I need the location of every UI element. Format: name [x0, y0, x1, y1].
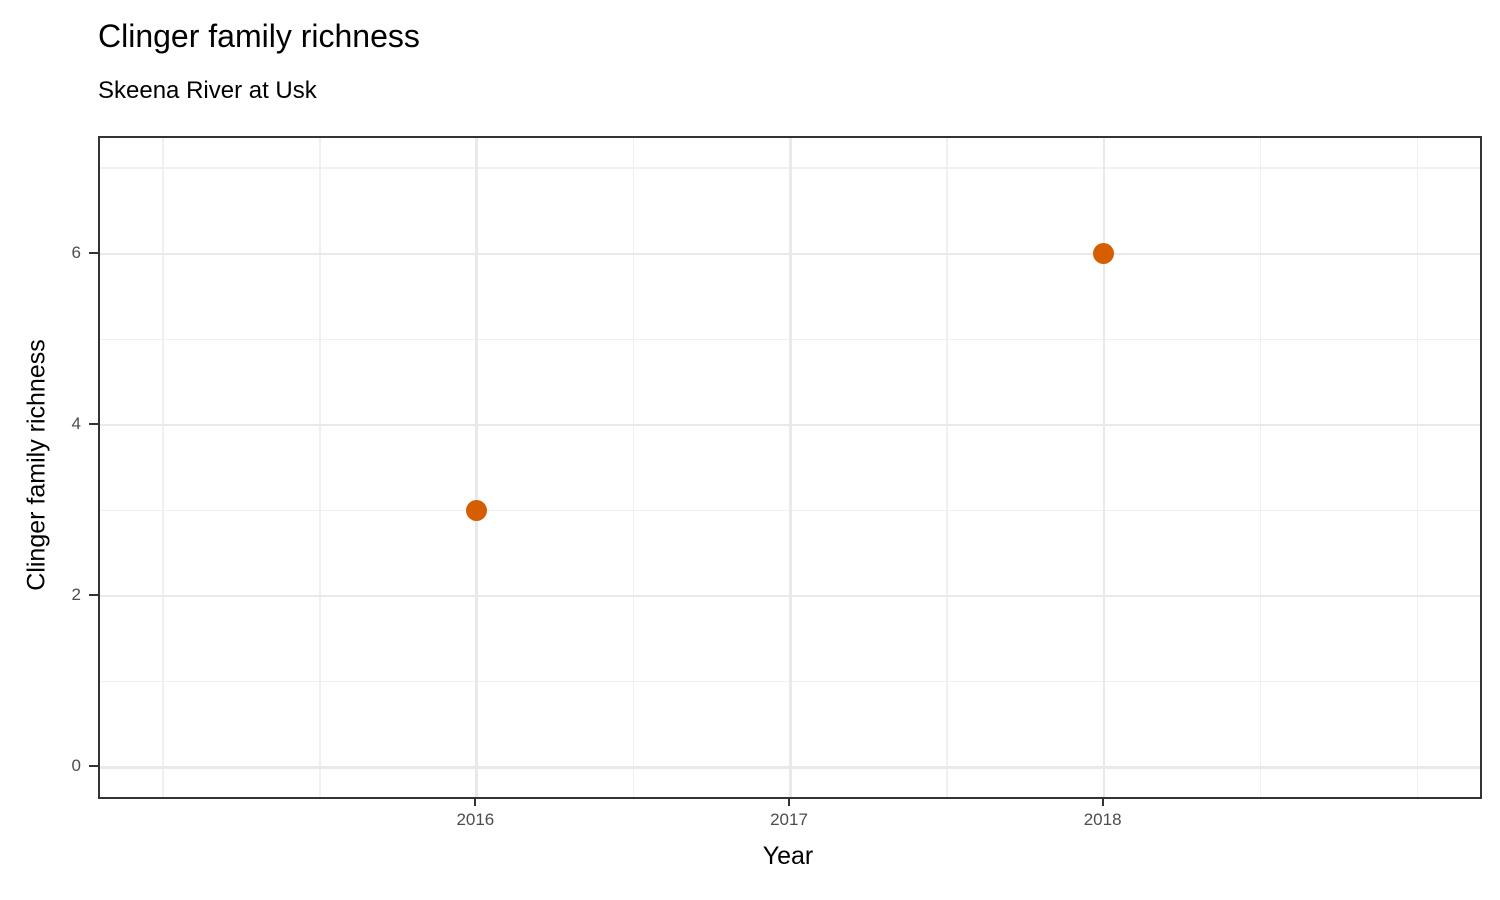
x-tick-label: 2016 — [456, 810, 495, 829]
y-tick-label: 2 — [71, 584, 81, 604]
x-axis-tick — [788, 797, 790, 806]
y-axis-tick — [89, 765, 98, 768]
y-major-gridline — [100, 594, 1480, 598]
chart-title: Clinger family richness — [98, 18, 420, 54]
y-major-gridline — [100, 423, 1480, 427]
x-axis-title: Year — [762, 842, 814, 870]
x-axis-tick — [474, 797, 477, 806]
x-minor-gridline — [632, 138, 635, 797]
x-tick-label: 2017 — [770, 810, 808, 829]
data-point — [465, 499, 487, 521]
plot-panel — [98, 136, 1482, 799]
chart-subtitle: Skeena River at Usk — [98, 77, 317, 104]
y-axis-title: Clinger family richness — [22, 339, 51, 591]
data-point — [1093, 243, 1115, 265]
y-tick-label: 6 — [71, 242, 81, 262]
x-major-gridline — [789, 138, 792, 797]
y-axis-tick — [89, 593, 98, 596]
y-axis-tick — [89, 251, 98, 254]
x-axis-tick — [1101, 797, 1104, 806]
y-axis-tick — [89, 422, 98, 425]
x-minor-gridline — [1416, 138, 1419, 797]
x-major-gridline — [475, 138, 478, 797]
x-minor-gridline — [946, 138, 948, 797]
y-tick-label: 4 — [71, 413, 81, 433]
y-tick-label: 0 — [71, 756, 81, 776]
x-minor-gridline — [162, 138, 164, 797]
x-major-gridline — [1102, 138, 1106, 797]
x-tick-label: 2018 — [1083, 810, 1122, 829]
x-minor-gridline — [319, 138, 321, 797]
y-major-gridline — [100, 766, 1480, 769]
y-major-gridline — [100, 252, 1480, 256]
x-minor-gridline — [1259, 138, 1262, 797]
